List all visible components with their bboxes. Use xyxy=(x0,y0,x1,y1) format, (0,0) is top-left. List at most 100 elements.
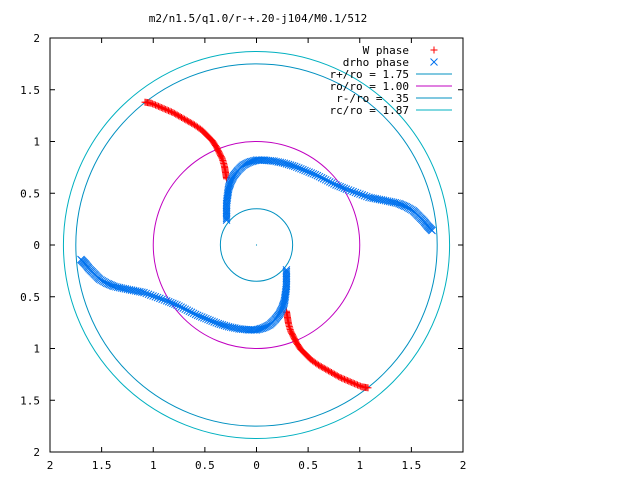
marker-stroke xyxy=(149,292,157,300)
drho-phase-point xyxy=(212,318,221,327)
marker-stroke xyxy=(246,157,255,166)
w-phase-point xyxy=(356,382,364,390)
w-phase-point xyxy=(186,118,194,126)
marker-stroke xyxy=(393,199,401,208)
w-phase-point xyxy=(169,109,177,117)
marker-stroke xyxy=(233,324,241,333)
drho-phase-point xyxy=(356,190,364,198)
drho-phase-point xyxy=(330,180,338,188)
reference-circles xyxy=(62,50,451,440)
marker-stroke xyxy=(212,318,221,327)
marker-stroke xyxy=(383,197,392,205)
drho-phase-point xyxy=(179,304,188,312)
legend-marker-0 xyxy=(430,46,438,54)
chart-title: m2/n1.5/q1.0/r-+.20-j104/M0.1/512 xyxy=(149,12,368,25)
drho-phase-point xyxy=(311,170,320,179)
w-phase-point xyxy=(335,373,343,381)
w-phase-point xyxy=(326,368,334,376)
circle-r-1 xyxy=(152,141,361,349)
legend-label-0: W phase xyxy=(363,44,409,57)
drho-phase-point xyxy=(336,182,344,191)
marker-stroke xyxy=(226,323,235,332)
drho-phase-point xyxy=(160,296,169,304)
marker-stroke xyxy=(334,181,342,190)
marker-stroke xyxy=(235,324,243,333)
marker-stroke xyxy=(195,312,204,321)
w-phase-point xyxy=(153,102,161,110)
marker-stroke xyxy=(391,198,400,207)
drho-phase-point xyxy=(171,300,179,309)
marker-stroke xyxy=(315,172,324,181)
w-phase-point xyxy=(150,100,158,108)
w-phase-point xyxy=(351,380,359,388)
drho-phase-point xyxy=(173,301,181,309)
y-tick-label: 1 xyxy=(33,136,40,149)
y-tick-label: 1.5 xyxy=(20,394,40,407)
marker-stroke xyxy=(187,308,196,317)
drho-phase-point xyxy=(349,187,357,196)
w-phase-point xyxy=(355,382,363,390)
marker-stroke xyxy=(216,320,225,329)
marker-stroke xyxy=(197,313,206,321)
marker-stroke xyxy=(276,158,285,167)
marker-stroke xyxy=(127,286,136,294)
marker-stroke xyxy=(336,182,344,191)
drho-phase-point xyxy=(347,186,355,195)
drho-phase-point xyxy=(149,292,157,300)
w-phase-point xyxy=(154,102,162,110)
drho-phase-point xyxy=(340,184,349,193)
drho-phase-point xyxy=(166,298,175,307)
x-tick-label: 1 xyxy=(356,459,363,472)
y-tick-label: 2 xyxy=(33,32,40,45)
marker-stroke xyxy=(146,291,155,299)
marker-stroke xyxy=(344,186,353,194)
drho-phase-point xyxy=(328,179,336,187)
marker-stroke xyxy=(173,301,181,309)
axis-ticks: 2 1.5 1 0.5 0 0.5 1 1.5 221.510.500.511.52 xyxy=(20,32,466,472)
drho-phase-point xyxy=(187,308,196,317)
w-phase-point xyxy=(163,106,171,114)
circle-r-1_75 xyxy=(75,63,438,427)
drho-phase-point xyxy=(278,303,287,311)
marker-stroke xyxy=(218,321,227,329)
drho-phase-point xyxy=(181,305,190,314)
marker-stroke xyxy=(144,290,153,299)
marker-stroke xyxy=(282,160,291,168)
w-phase-point xyxy=(339,375,347,383)
drho-phase-point xyxy=(191,310,200,319)
marker-stroke xyxy=(395,199,403,208)
marker-stroke xyxy=(214,319,223,328)
marker-stroke xyxy=(162,297,171,305)
marker-stroke xyxy=(181,305,190,314)
drho-phase-point xyxy=(303,167,311,176)
marker-stroke xyxy=(133,287,142,296)
w-phase-point xyxy=(323,366,331,374)
drho-phase-point xyxy=(195,312,204,321)
marker-stroke xyxy=(281,287,290,296)
legend-label-2: r+/ro = 1.75 xyxy=(330,68,409,81)
w-phase-point xyxy=(349,379,357,387)
drho-phase-point xyxy=(325,178,334,186)
drho-phase-point xyxy=(351,188,360,197)
marker-stroke xyxy=(121,285,130,293)
marker-stroke xyxy=(107,281,115,290)
marker-stroke xyxy=(164,297,173,306)
marker-stroke xyxy=(328,179,336,187)
drho-phase-point xyxy=(193,311,202,320)
marker-stroke xyxy=(108,281,117,290)
marker-stroke xyxy=(204,315,212,324)
marker-stroke xyxy=(349,187,357,196)
marker-stroke xyxy=(208,317,216,326)
drho-phase-point xyxy=(162,297,171,305)
drho-phase-point xyxy=(204,315,212,324)
w-phase-point xyxy=(336,373,344,381)
marker-stroke xyxy=(288,161,297,170)
marker-stroke xyxy=(301,166,309,175)
marker-stroke xyxy=(313,171,322,180)
marker-stroke xyxy=(193,311,202,320)
w-phase-point xyxy=(152,101,160,109)
marker-stroke xyxy=(430,58,438,66)
drho-phase-point xyxy=(164,297,173,306)
w-phase-point xyxy=(157,104,165,112)
